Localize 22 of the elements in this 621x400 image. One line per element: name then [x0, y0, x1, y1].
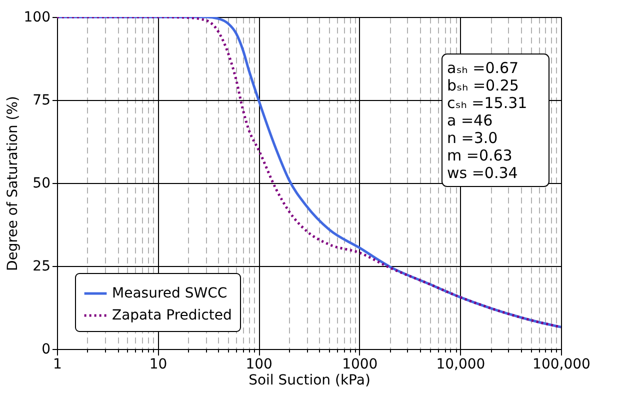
x-axis-title: Soil Suction (kPa) [248, 372, 370, 388]
legend-label: Measured SWCC [112, 286, 228, 302]
x-tick-label: 100 [246, 356, 272, 372]
annotation: cₛₕ =15.31 [447, 94, 528, 112]
y-tick-label: 0 [42, 342, 50, 358]
annotation: m =0.63 [447, 146, 512, 164]
y-tick-label: 25 [32, 258, 50, 274]
x-tick-label: 1000 [342, 356, 378, 372]
annotation: aₛₕ =0.67 [447, 58, 519, 77]
x-tick-label: 100,000 [532, 356, 590, 372]
annotation: bₛₕ =0.25 [447, 76, 519, 94]
annotation: n =3.0 [447, 128, 498, 147]
annotation: a =46 [447, 111, 493, 130]
y-axis-title: Degree of Saturation (%) [4, 96, 21, 272]
x-tick-label: 10 [149, 356, 168, 372]
annotation: ws =0.34 [447, 164, 518, 182]
legend-label: Zapata Predicted [112, 308, 232, 324]
y-tick-label: 100 [24, 10, 50, 26]
x-tick-label: 10,000 [436, 356, 486, 372]
y-tick-label: 75 [32, 92, 50, 108]
x-tick-label: 1 [53, 356, 62, 372]
y-tick-label: 50 [32, 176, 50, 192]
